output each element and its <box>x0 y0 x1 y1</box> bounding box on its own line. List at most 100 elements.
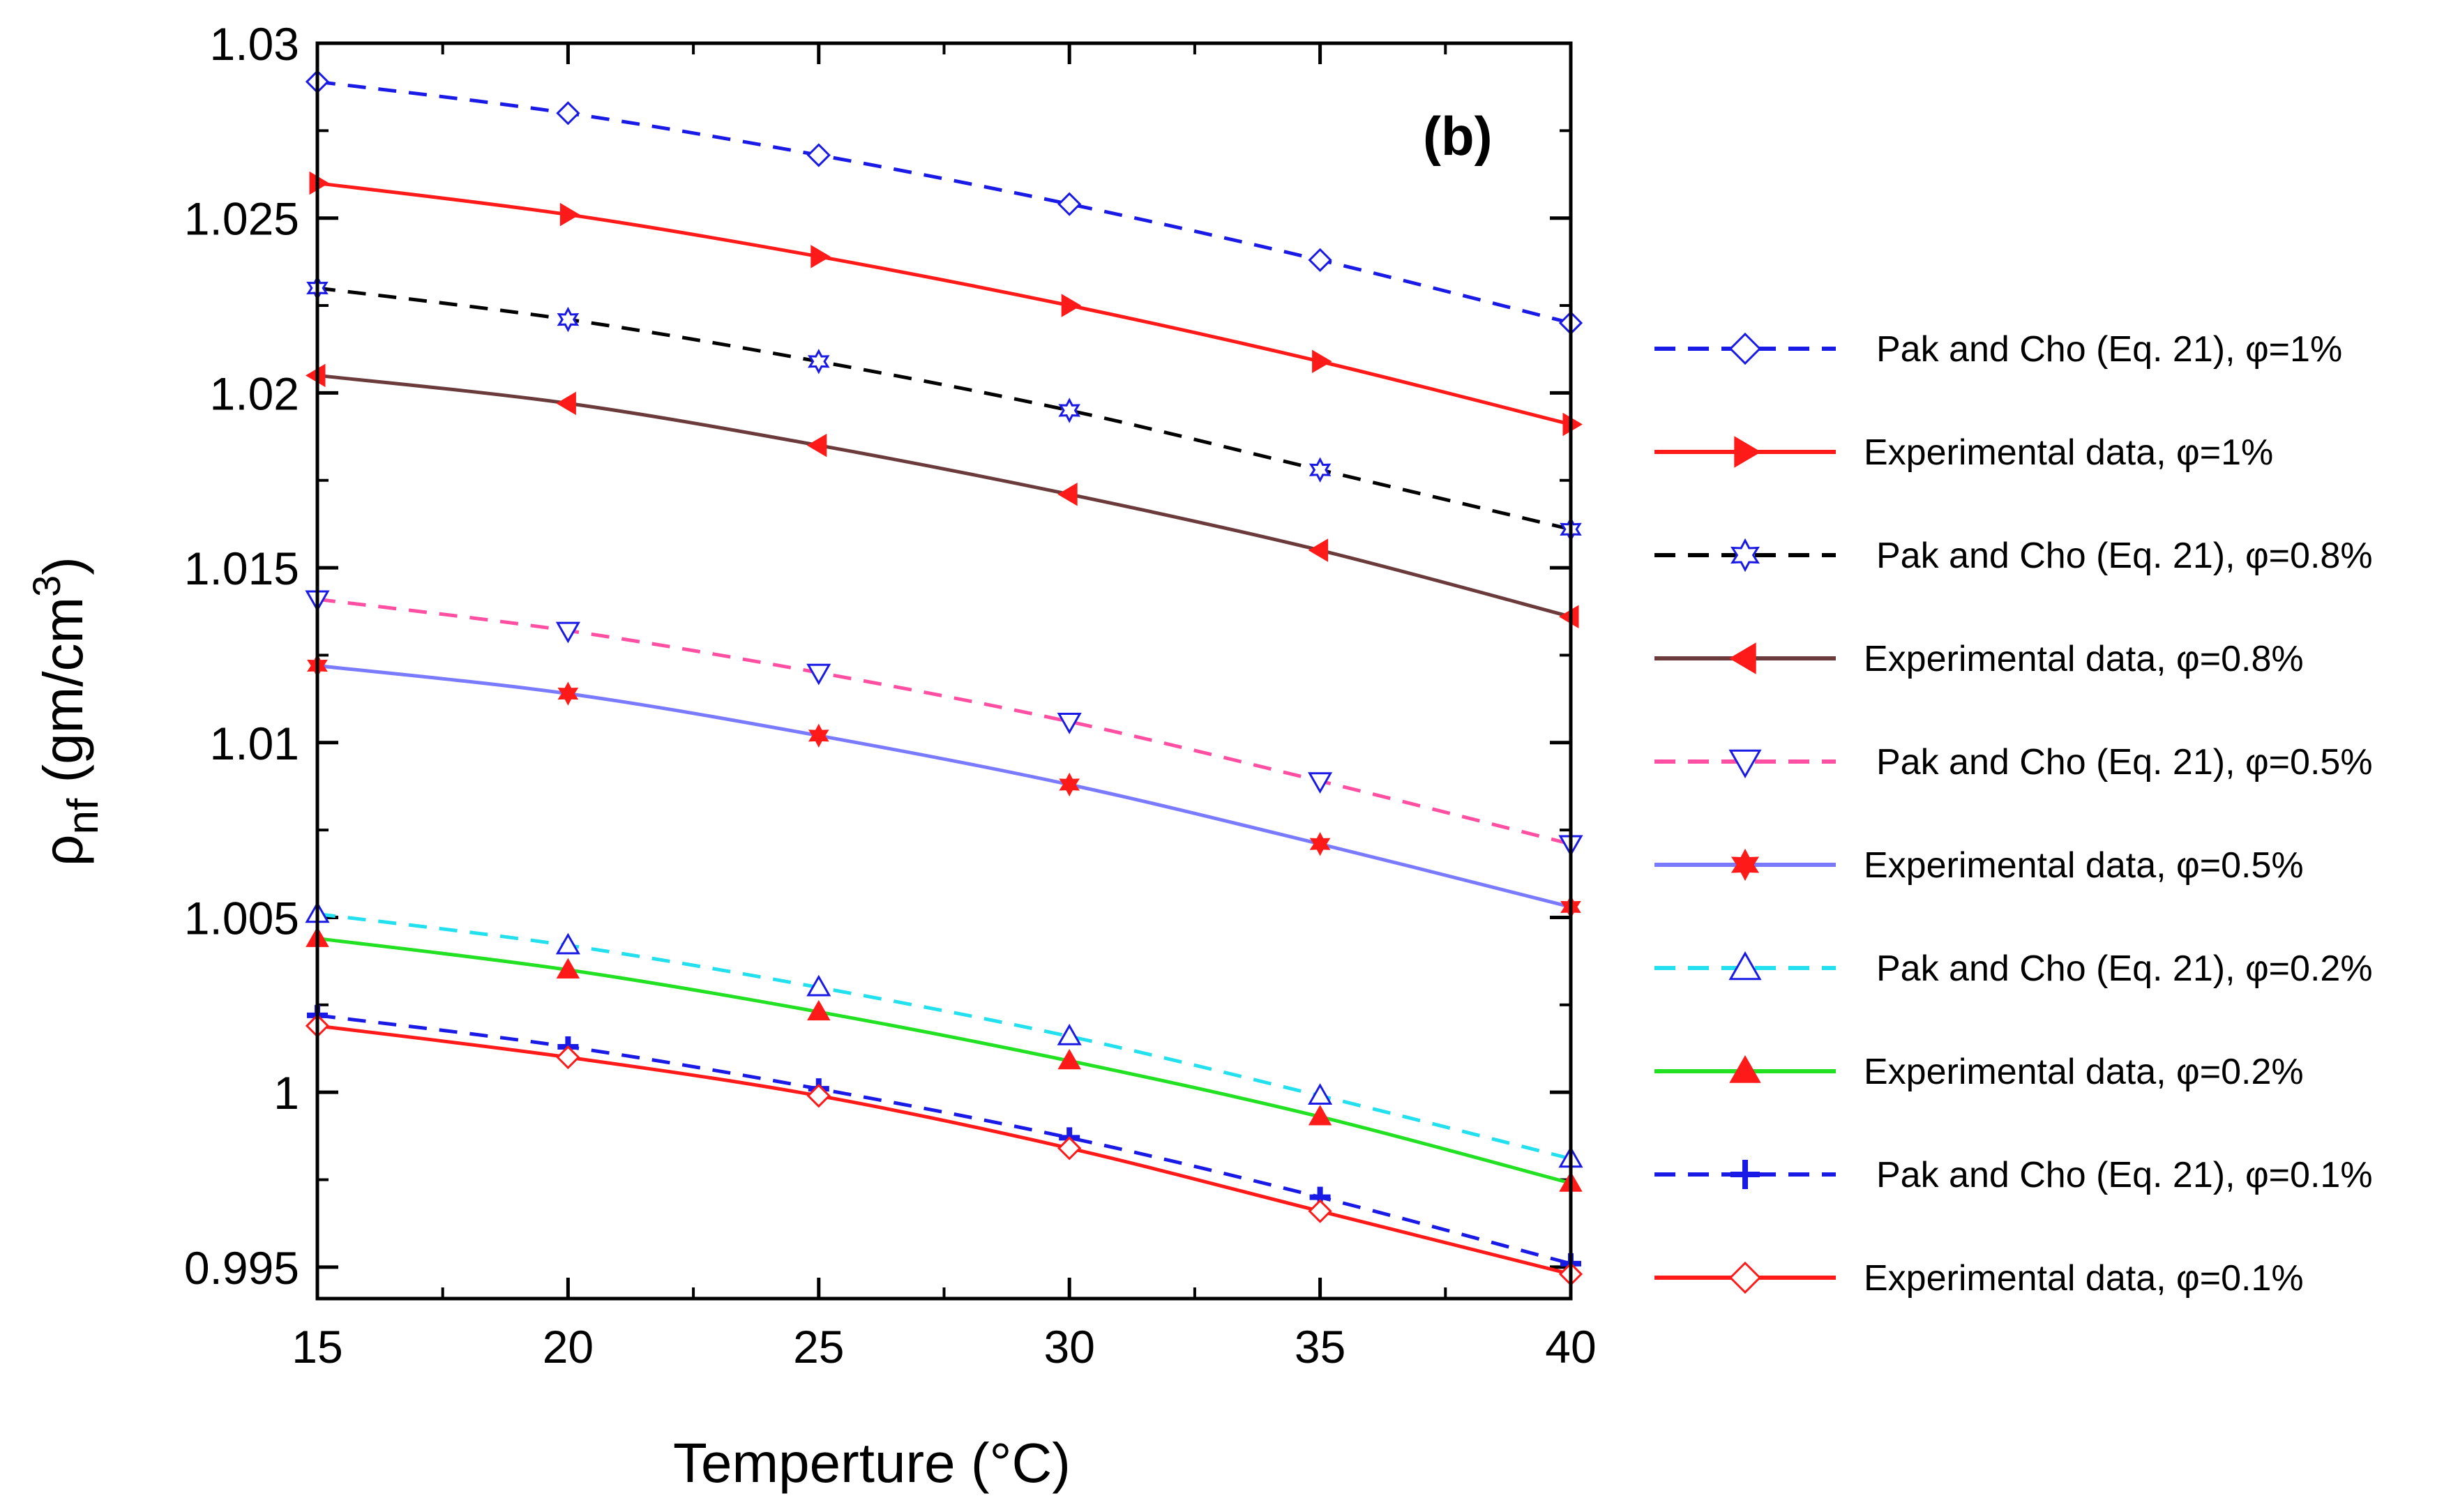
tick-layer: 15 20 25 30 35 40 0.995 1 1.005 1.01 1.015 1.02 1.02… <box>184 18 1597 1373</box>
legend-label: Experimental data, φ=1% <box>1864 432 2273 473</box>
y-tick-label: 1.03 <box>210 18 299 70</box>
y-tick-label: 0.995 <box>184 1242 299 1294</box>
data-point <box>1309 457 1332 483</box>
x-axis-title: Temperture (°C) <box>673 1432 1071 1494</box>
series-0 <box>305 70 1583 335</box>
data-point <box>557 681 579 706</box>
series-layer <box>305 70 1583 1287</box>
legend-entry: Experimental data, φ=0.5% <box>1654 845 2304 886</box>
series-2 <box>306 275 1582 543</box>
series-7 <box>306 926 1583 1192</box>
legend-marker <box>1728 332 1762 365</box>
legend-marker <box>1729 1054 1761 1083</box>
series-9 <box>305 1013 1583 1287</box>
data-point <box>1308 1083 1333 1105</box>
legend-label: Pak and Cho (Eq. 21), φ=0.2% <box>1876 948 2373 989</box>
y-axis-symbol: ρ <box>32 834 94 866</box>
series-line <box>317 80 1571 325</box>
plot-frame <box>315 41 1573 1301</box>
y-tick-label: 1.015 <box>184 543 299 594</box>
legend-entry: Experimental data, φ=0.8% <box>1654 639 2304 679</box>
x-tick-label: 25 <box>793 1321 844 1373</box>
data-point <box>1308 1199 1332 1223</box>
data-point <box>1057 1049 1081 1070</box>
legend-label: Pak and Cho (Eq. 21), φ=0.1% <box>1876 1155 2373 1195</box>
data-point <box>1057 1023 1082 1045</box>
data-point <box>556 391 576 416</box>
series-3 <box>306 363 1579 629</box>
series-line <box>317 1024 1571 1276</box>
legend-entry: Experimental data, φ=1% <box>1654 432 2273 473</box>
data-point <box>1061 294 1082 317</box>
data-point <box>806 433 827 458</box>
x-tick-label: 20 <box>543 1321 594 1373</box>
data-point <box>1308 538 1329 562</box>
legend-entry: Pak and Cho (Eq. 21), φ=0.5% <box>1654 742 2373 783</box>
y-tick-label: 1.01 <box>210 718 299 769</box>
y-tick-label: 1.025 <box>184 193 299 245</box>
x-tick-label: 30 <box>1043 1321 1094 1373</box>
legend-entry: Experimental data, φ=0.1% <box>1654 1258 2304 1299</box>
data-point <box>556 101 580 126</box>
legend-label: Experimental data, φ=0.8% <box>1864 639 2304 679</box>
data-point <box>1059 772 1080 797</box>
series-5 <box>307 653 1581 919</box>
legend-entry: Pak and Cho (Eq. 21), φ=1% <box>1654 329 2342 370</box>
series-line <box>317 912 1571 1161</box>
legend-marker <box>1729 642 1756 674</box>
data-point <box>556 1045 580 1070</box>
data-point <box>557 306 580 333</box>
y-axis-unit-prefix: (gm/cm <box>32 597 94 799</box>
data-point <box>806 974 831 997</box>
series-line <box>317 1013 1571 1266</box>
legend-marker <box>1728 749 1762 779</box>
data-point <box>806 1084 831 1108</box>
panel-label: (b) <box>1423 105 1493 167</box>
legend-label: Experimental data, φ=0.5% <box>1864 845 2304 886</box>
legend-marker <box>1734 436 1761 468</box>
y-tick-label: 1.005 <box>184 892 299 944</box>
y-axis-unit-suffix: ) <box>32 557 94 575</box>
data-point <box>1312 349 1332 374</box>
series-line <box>317 663 1571 909</box>
data-point <box>1308 248 1332 272</box>
data-point <box>1308 772 1333 794</box>
data-point <box>555 621 580 644</box>
data-point <box>1057 1136 1082 1161</box>
data-point <box>808 723 829 748</box>
legend-label: Pak and Cho (Eq. 21), φ=0.8% <box>1876 536 2373 576</box>
legend-marker <box>1730 1160 1760 1189</box>
data-point <box>559 202 580 227</box>
legend: Pak and Cho (Eq. 21), φ=1% Experimental d… <box>1654 329 2373 1299</box>
data-point <box>1057 192 1082 216</box>
legend-entry: Pak and Cho (Eq. 21), φ=0.8% <box>1654 536 2373 576</box>
series-4 <box>305 590 1583 857</box>
svg-text:ρnf (gm/cm3): ρnf (gm/cm3) <box>24 557 107 866</box>
series-line <box>317 286 1571 531</box>
data-point <box>1058 398 1080 423</box>
legend-label: Pak and Cho (Eq. 21), φ=1% <box>1876 329 2342 370</box>
data-point <box>1308 1105 1332 1126</box>
series-8 <box>307 1004 1581 1274</box>
legend-marker <box>1730 848 1760 882</box>
series-line <box>317 597 1571 846</box>
legend-label: Experimental data, φ=0.1% <box>1864 1258 2304 1299</box>
data-point <box>1057 483 1078 506</box>
data-point <box>556 958 580 978</box>
y-tick-label: 1.02 <box>210 368 299 419</box>
legend-marker <box>1730 538 1760 573</box>
legend-marker <box>1728 1261 1762 1294</box>
data-point <box>806 143 831 167</box>
data-point <box>807 349 830 375</box>
legend-label: Pak and Cho (Eq. 21), φ=0.5% <box>1876 742 2373 783</box>
data-point <box>555 932 580 955</box>
y-axis-title: ρnf (gm/cm3) <box>24 557 107 866</box>
data-point <box>1309 832 1331 856</box>
legend-entry: Experimental data, φ=0.2% <box>1654 1052 2304 1092</box>
x-tick-label: 40 <box>1545 1321 1596 1373</box>
data-point <box>806 663 831 686</box>
legend-entry: Pak and Cho (Eq. 21), φ=0.2% <box>1654 948 2373 989</box>
series-line <box>317 373 1571 619</box>
legend-entry: Pak and Cho (Eq. 21), φ=0.1% <box>1654 1155 2373 1195</box>
